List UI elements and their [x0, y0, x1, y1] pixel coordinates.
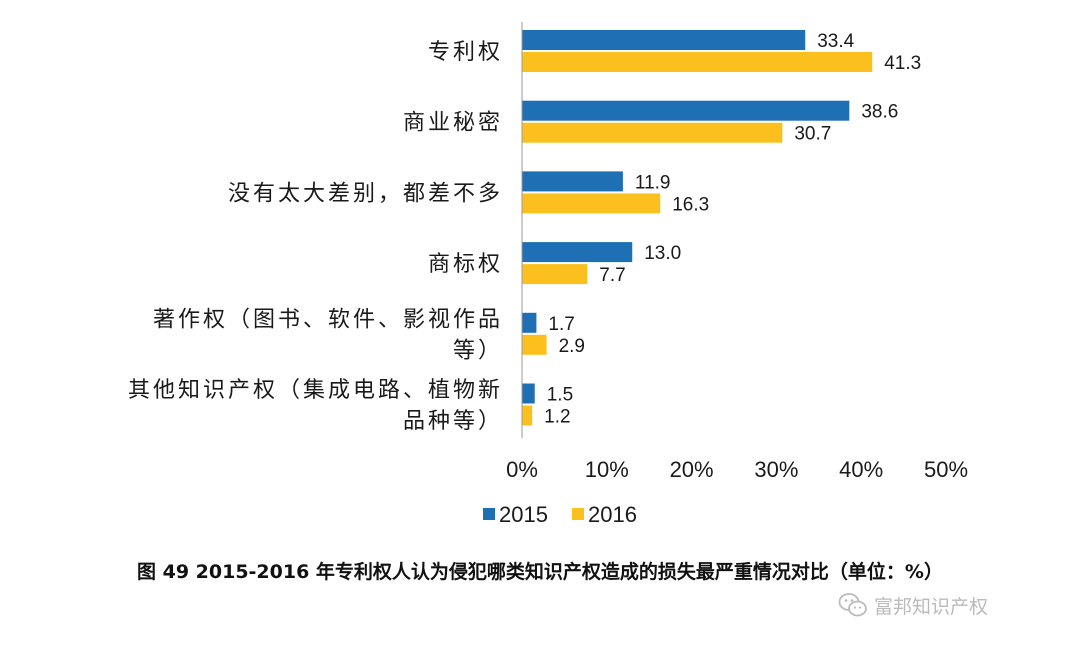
value-label-2015-2: 11.9	[635, 172, 671, 193]
bar-2015-5	[522, 383, 535, 404]
bar-2016-5	[522, 405, 533, 426]
x-tick-label: 40%	[839, 457, 883, 482]
category-label: 等）	[453, 338, 503, 363]
value-label-2016-2: 16.3	[672, 194, 709, 215]
value-label-2016-0: 41.3	[884, 53, 921, 74]
bar-2015-1	[522, 100, 850, 121]
x-tick-label: 30%	[754, 457, 798, 482]
bar-2016-2	[522, 193, 661, 214]
category-label: 专利权	[428, 40, 503, 65]
x-tick-label: 0%	[506, 457, 538, 482]
bar-2016-4	[522, 334, 547, 355]
bars	[522, 30, 873, 426]
bar-2015-0	[522, 30, 806, 50]
bar-2016-1	[522, 122, 783, 143]
category-label: 没有太大差别，都差不多	[228, 181, 503, 206]
bar-2015-4	[522, 312, 537, 333]
value-label-2015-5: 1.5	[547, 385, 573, 406]
bar-2015-2	[522, 171, 623, 192]
value-label-2015-1: 38.6	[861, 102, 898, 123]
value-label-2015-3: 13.0	[644, 243, 681, 264]
category-label: 商标权	[428, 252, 503, 277]
legend-swatch-2015	[483, 508, 495, 520]
value-label-2016-4: 2.9	[559, 336, 585, 357]
legend: 2015 2016	[483, 502, 637, 527]
bar-2016-3	[522, 264, 588, 285]
bar-2016-0	[522, 52, 873, 72]
legend-swatch-2016	[572, 508, 584, 520]
x-tick-label: 10%	[585, 457, 629, 482]
watermark: 富邦知识产权	[838, 590, 988, 620]
category-label: 商业秘密	[403, 111, 503, 136]
value-labels: 33.4 41.3 38.6 30.7 11.916.3 13.0 7.7 1.72.9 1.5…	[544, 31, 921, 428]
value-label-2016-3: 7.7	[599, 265, 625, 286]
figure-caption: 图 49 2015-2016 年专利权人认为侵犯哪类知识产权造成的损失最严重情况…	[137, 561, 943, 583]
value-label-2016-5: 1.2	[544, 407, 570, 428]
x-axis-ticks: 0% 10% 20% 30% 40% 50%	[506, 457, 968, 482]
value-label-2015-4: 1.7	[548, 314, 574, 335]
x-tick-label: 50%	[924, 457, 968, 482]
category-label: 其他知识产权（集成电路、植物新	[128, 378, 503, 403]
bar-2015-3	[522, 242, 633, 263]
watermark-text: 富邦知识产权	[874, 595, 989, 618]
category-label: 著作权（图书、软件、影视作品	[153, 307, 503, 332]
x-tick-label: 20%	[670, 457, 714, 482]
value-label-2015-0: 33.4	[817, 31, 854, 52]
legend-label-2016: 2016	[588, 502, 637, 527]
category-label: 品种等）	[403, 409, 503, 434]
legend-label-2015: 2015	[499, 502, 548, 527]
value-label-2016-1: 30.7	[794, 124, 831, 145]
wechat-icon	[838, 593, 867, 617]
